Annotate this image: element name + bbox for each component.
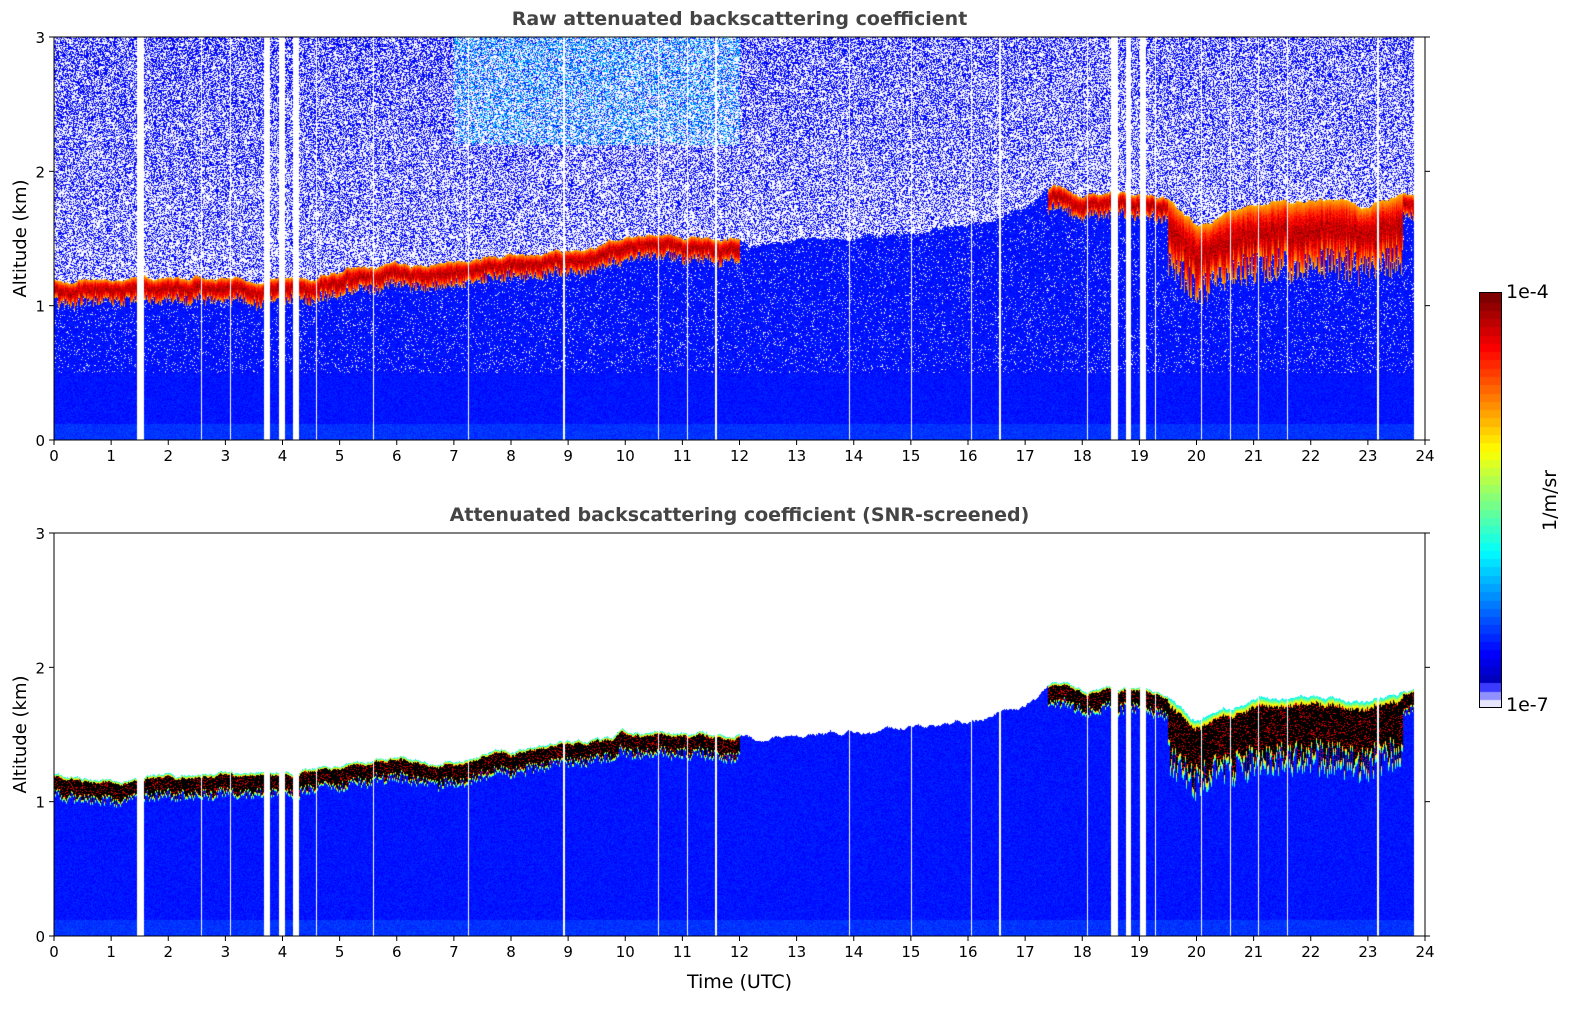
x-tick-label: 0 [49, 943, 59, 961]
x-tick-label: 16 [958, 943, 977, 961]
x-tick-label: 18 [1073, 943, 1092, 961]
x-tick-label: 3 [221, 447, 231, 465]
x-tick-label: 9 [563, 447, 573, 465]
x-tick-label: 7 [449, 447, 459, 465]
plot-frame [53, 532, 1426, 937]
x-tick-label: 14 [844, 943, 863, 961]
y-tick-label: 1 [35, 794, 45, 812]
bottom-chart-title: Attenuated backscattering coefficient (S… [449, 504, 1030, 526]
x-tick-label: 6 [392, 447, 402, 465]
x-tick-label: 3 [221, 943, 231, 961]
x-tick-label: 22 [1301, 447, 1320, 465]
x-tick-label: 24 [1415, 943, 1434, 961]
x-tick-label: 6 [392, 943, 402, 961]
x-tick-label: 20 [1187, 447, 1206, 465]
y-tick-label: 3 [35, 525, 45, 543]
x-tick-label: 23 [1358, 943, 1377, 961]
x-tick-label: 2 [163, 447, 173, 465]
colorbar-min-label: 1e-7 [1506, 694, 1549, 716]
y-tick-label: 3 [35, 29, 45, 47]
x-tick-label: 15 [901, 943, 920, 961]
x-tick-label: 17 [1016, 943, 1035, 961]
x-tick-label: 13 [787, 943, 806, 961]
x-tick-label: 16 [958, 447, 977, 465]
x-tick-label: 1 [106, 943, 116, 961]
x-tick-label: 19 [1130, 943, 1149, 961]
x-tick-label: 22 [1301, 943, 1320, 961]
x-tick-label: 1 [106, 447, 116, 465]
colorbar-max-label: 1e-4 [1506, 281, 1549, 303]
x-tick-label: 12 [730, 447, 749, 465]
x-tick-label: 17 [1016, 447, 1035, 465]
x-tick-label: 2 [163, 943, 173, 961]
x-tick-label: 19 [1130, 447, 1149, 465]
x-tick-label: 4 [278, 447, 288, 465]
y-tick-label: 0 [35, 928, 45, 946]
x-tick-label: 20 [1187, 943, 1206, 961]
x-tick-label: 15 [901, 447, 920, 465]
x-tick-label: 24 [1415, 447, 1434, 465]
x-tick-label: 8 [506, 447, 516, 465]
x-tick-label: 8 [506, 943, 516, 961]
x-tick-label: 11 [673, 943, 692, 961]
x-tick-label: 18 [1073, 447, 1092, 465]
plot-frame [53, 36, 1426, 441]
x-tick-label: 7 [449, 943, 459, 961]
y-tick-label: 2 [35, 163, 45, 181]
x-tick-label: 0 [49, 447, 59, 465]
x-tick-label: 5 [335, 447, 345, 465]
colorbar-unit-label: 1/m/sr [1539, 469, 1561, 531]
x-tick-label: 21 [1244, 943, 1263, 961]
y-tick-label: 1 [35, 298, 45, 316]
x-tick-label: 23 [1358, 447, 1377, 465]
screened-backscatter-heatmap [54, 533, 1425, 936]
raw-backscatter-heatmap [54, 37, 1425, 440]
y-tick-label: 0 [35, 432, 45, 450]
x-tick-label: 4 [278, 943, 288, 961]
x-tick-label: 21 [1244, 447, 1263, 465]
x-tick-label: 10 [616, 447, 635, 465]
x-tick-label: 5 [335, 943, 345, 961]
x-tick-label: 14 [844, 447, 863, 465]
x-tick-label: 13 [787, 447, 806, 465]
x-tick-label: 12 [730, 943, 749, 961]
y-tick-label: 2 [35, 659, 45, 677]
top-chart-title: Raw attenuated backscattering coefficien… [511, 8, 968, 30]
y-axis-label: Altitude (km) [10, 675, 31, 793]
x-tick-label: 11 [673, 447, 692, 465]
colorbar [1479, 292, 1502, 708]
y-axis-label: Altitude (km) [10, 179, 31, 297]
x-axis-label: Time (UTC) [686, 971, 792, 993]
x-tick-label: 10 [616, 943, 635, 961]
x-tick-label: 9 [563, 943, 573, 961]
